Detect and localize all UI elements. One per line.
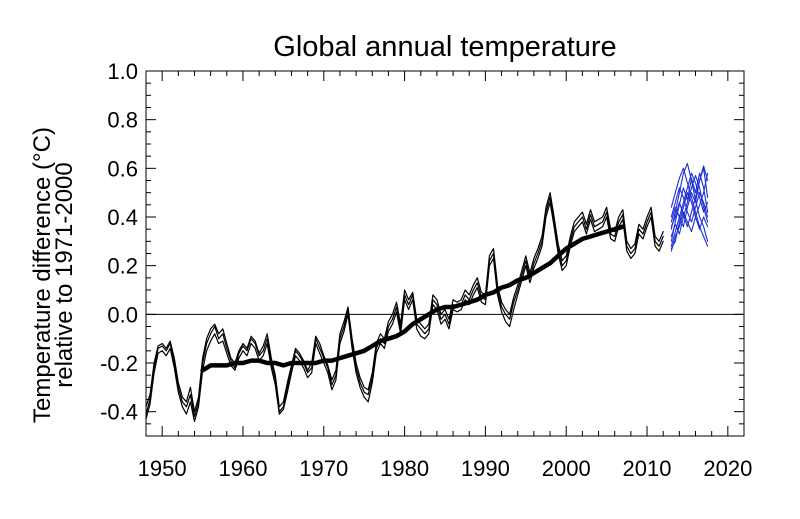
y-tick-label: -0.2: [100, 351, 138, 376]
x-tick-label: 1980: [380, 456, 429, 481]
y-tick-label: 0.8: [107, 108, 138, 133]
x-tick-label: 2020: [703, 456, 752, 481]
y-tick-label: 1.0: [107, 59, 138, 84]
forecast-series-line-11: [670, 172, 709, 223]
x-tick-label: 2010: [623, 456, 672, 481]
x-tick-label: 1960: [218, 456, 267, 481]
forecast-series-line-12: [670, 192, 709, 250]
x-tick-label: 1990: [461, 456, 510, 481]
observed-series-line-2: [145, 201, 664, 422]
y-axis-label: Temperature difference (°C): [29, 127, 56, 423]
y-tick-label: 0.4: [107, 205, 138, 230]
chart-title: Global annual temperature: [273, 31, 616, 63]
x-tick-label: 2000: [542, 456, 591, 481]
x-tick-label: 1950: [138, 456, 187, 481]
y-tick-label: 0.6: [107, 156, 138, 181]
observed-series-line-1: [145, 192, 664, 413]
y-tick-label: 0.0: [107, 302, 138, 327]
y-tick-label: -0.4: [100, 400, 138, 425]
y-axis-label-2: relative to 1971-2000: [51, 162, 78, 388]
plot-frame: [145, 70, 745, 437]
x-tick-label: 1970: [299, 456, 348, 481]
forecast-series-line-13: [670, 165, 709, 228]
smoothed-series-line-3: [200, 224, 626, 373]
forecast-series-line-9: [670, 167, 709, 247]
y-tick-label: 0.2: [107, 254, 138, 279]
